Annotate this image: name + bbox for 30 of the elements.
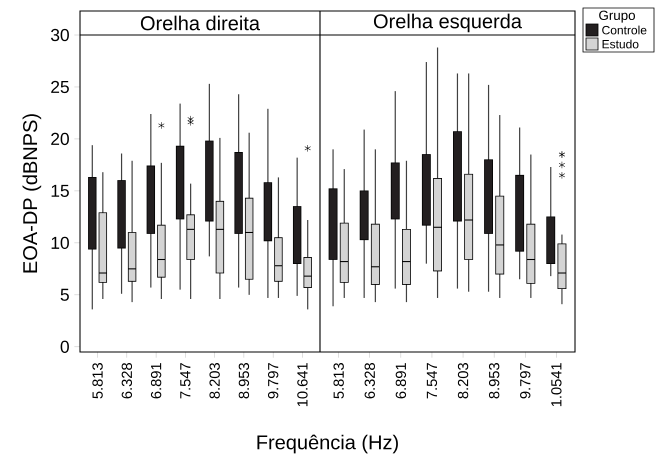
x-tick-label: 5.813 [333,363,344,399]
x-tick-label: 6.891 [396,363,406,398]
y-tick-label: 25 [51,80,69,94]
x-tick-label: 10.641 [297,363,308,406]
x-tick-label: 6.891 [150,363,162,398]
x-tick-label: 8.203 [209,363,220,398]
chart-title: Orelha esquerda [374,14,522,32]
legend-label: Controle [602,26,646,34]
x-tick-label: 7.547 [180,363,190,398]
x-tick-label: 9.797 [520,363,530,398]
x-tick-label: 8.203 [458,363,468,398]
y-tick-label: 10 [52,236,69,250]
x-tick-label: 7.547 [426,363,438,398]
y-tick-label: 5 [60,288,69,301]
y-axis-title: EOA-DP (dBNPS) [22,114,42,272]
x-axis-title: Frequência (Hz) [257,434,398,454]
x-tick-label: 6.328 [364,363,375,398]
y-tick-label: 0 [60,340,69,353]
legend-label: Estudo [602,40,638,48]
y-tick-label: 20 [51,132,69,146]
x-tick-label: 6.328 [122,363,132,398]
chart-title: Orelha direita [140,16,260,30]
y-tick-label: 30 [50,28,69,42]
legend-title: Grupo [599,10,635,23]
x-tick-label: 9.797 [268,363,278,398]
x-tick-label: 8.953 [238,363,250,398]
x-tick-label: 8.953 [488,363,500,398]
y-tick-label: 15 [52,184,69,197]
x-tick-label: 1.0541 [551,363,562,406]
x-tick-label: 5.813 [92,363,103,399]
